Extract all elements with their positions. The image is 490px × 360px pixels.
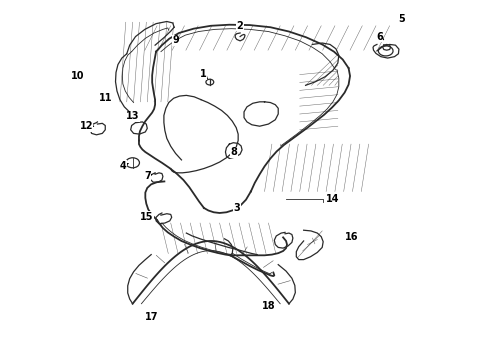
- Text: 12: 12: [79, 121, 93, 131]
- Text: 11: 11: [99, 93, 113, 103]
- Text: 8: 8: [231, 147, 238, 157]
- Text: 15: 15: [140, 212, 153, 221]
- Text: 14: 14: [326, 194, 340, 204]
- Text: 6: 6: [376, 32, 383, 41]
- Text: 10: 10: [71, 71, 85, 81]
- Text: 18: 18: [262, 301, 275, 311]
- Text: 2: 2: [237, 21, 244, 31]
- Text: 9: 9: [172, 35, 179, 45]
- Text: 7: 7: [144, 171, 150, 181]
- Text: 17: 17: [146, 312, 159, 322]
- Text: 5: 5: [398, 14, 405, 24]
- Text: 1: 1: [200, 69, 207, 79]
- Text: 3: 3: [233, 203, 240, 213]
- Text: 16: 16: [345, 232, 358, 242]
- Text: 4: 4: [120, 161, 126, 171]
- Text: 13: 13: [126, 111, 139, 121]
